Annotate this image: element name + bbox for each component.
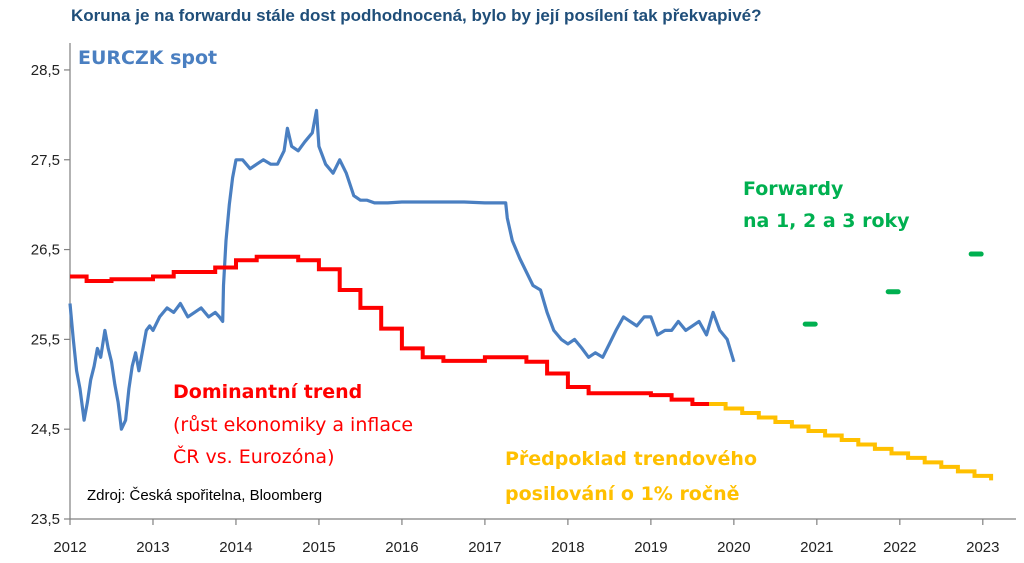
x-tick-label: 2018 <box>551 539 584 556</box>
y-tick-label: 23,5 <box>31 511 60 528</box>
x-tick-label: 2014 <box>219 539 252 556</box>
x-tick-label: 2012 <box>53 539 86 556</box>
assumed-label-line1: Předpoklad trendového <box>505 448 757 470</box>
forwards-label-line2: na 1, 2 a 3 roky <box>743 210 910 232</box>
y-ticks: 23,5 24,5 25,5 26,5 27,5 28,5 <box>31 62 70 528</box>
y-tick-label: 28,5 <box>31 62 60 79</box>
axes <box>69 43 1016 520</box>
x-tick-label: 2013 <box>136 539 169 556</box>
series-line-eurczk-spot <box>68 108 736 431</box>
y-tick-label: 27,5 <box>31 152 60 169</box>
chart-title: Koruna je na forwardu stále dost podhodn… <box>71 6 762 25</box>
assumed-label-line2: posilování o 1% ročně <box>505 483 740 505</box>
x-ticks: 2012 2013 2014 2015 2016 2017 2018 2019 2020 2021… <box>53 519 999 556</box>
x-tick-label: 2016 <box>385 539 418 556</box>
y-tick-label: 26,5 <box>31 242 60 259</box>
series-line-trend <box>70 254 709 406</box>
x-tick-label: 2017 <box>468 539 501 556</box>
series-line-assumed <box>709 402 994 481</box>
x-tick-label: 2022 <box>883 539 916 556</box>
x-tick-label: 2020 <box>717 539 750 556</box>
y-tick-label: 25,5 <box>31 331 60 348</box>
trend-label-line2: (růst ekonomiky a inflace <box>173 414 413 436</box>
x-tick-label: 2015 <box>302 539 335 556</box>
x-tick-label: 2019 <box>634 539 667 556</box>
series-group <box>68 108 994 481</box>
forwards-label-line1: Forwardy <box>743 178 844 200</box>
trend-label-line3: ČR vs. Eurozóna) <box>173 444 335 468</box>
spot-label: EURCZK spot <box>78 47 217 69</box>
trend-label-title: Dominantní trend <box>173 381 362 403</box>
y-tick-label: 24,5 <box>31 421 60 438</box>
source-note: Zdroj: Česká spořitelna, Bloomberg <box>87 487 322 504</box>
x-tick-label: 2023 <box>966 539 999 556</box>
x-tick-label: 2021 <box>800 539 833 556</box>
